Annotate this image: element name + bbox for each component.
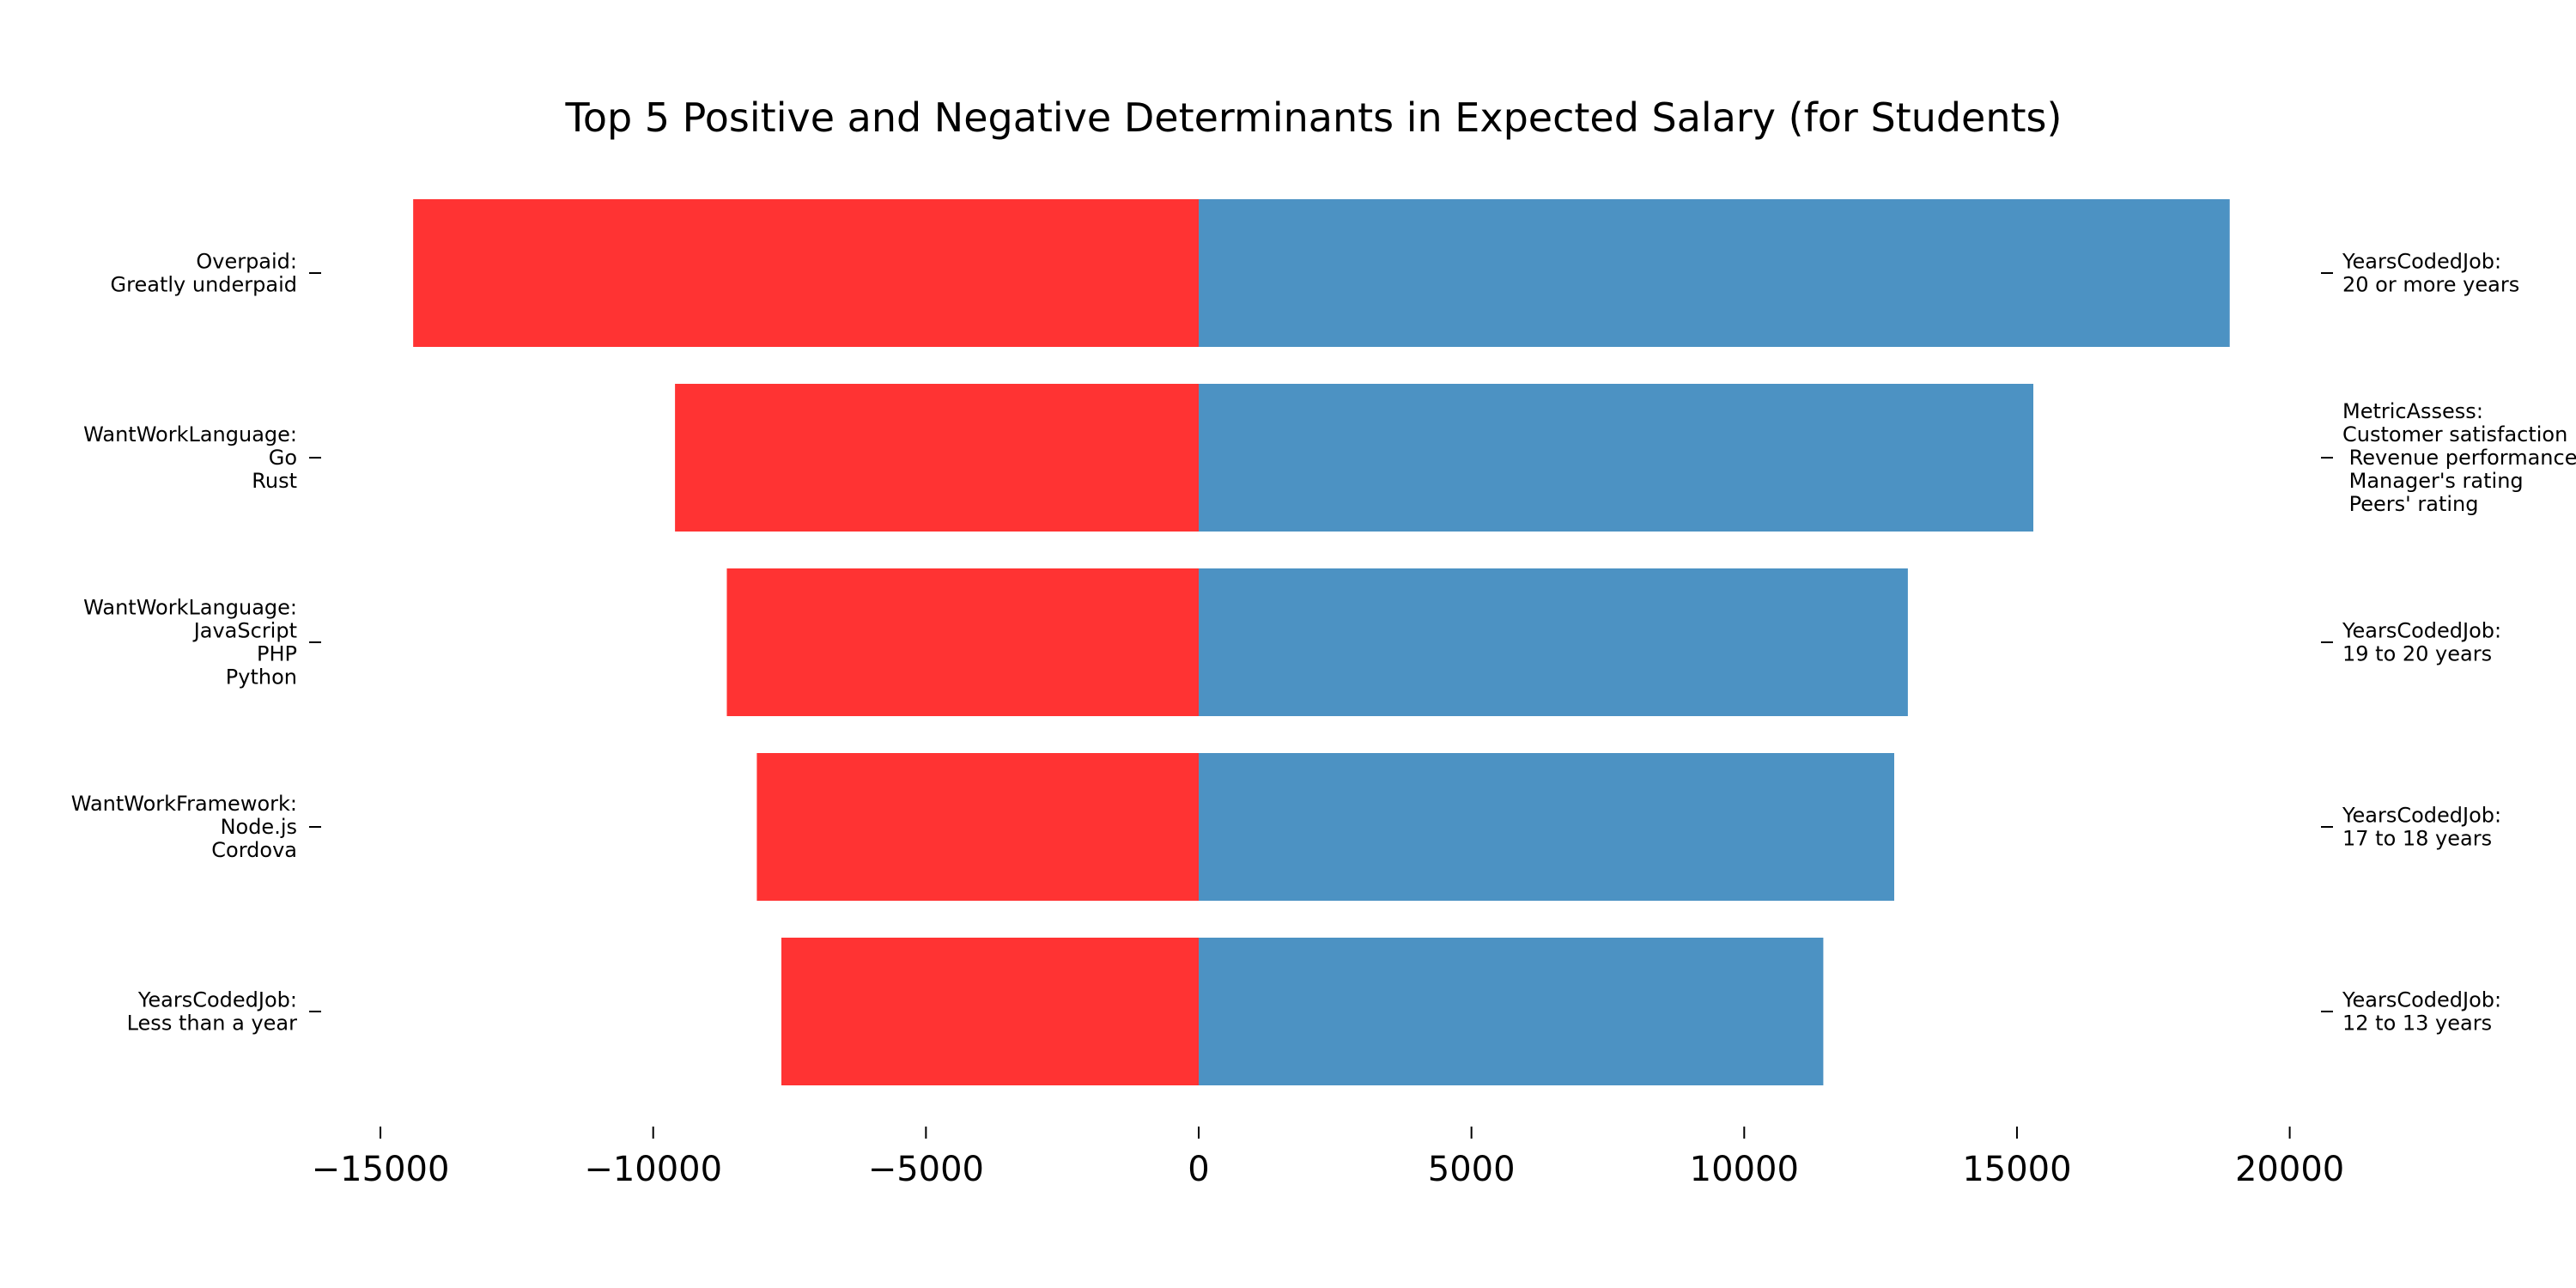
negative-bar — [675, 384, 1199, 532]
negative-bar — [726, 568, 1199, 716]
negative-bar — [756, 753, 1199, 901]
negative-category-label: Overpaid: Greatly underpaid — [111, 250, 297, 297]
negative-category-label: WantWorkFramework: Node.js Cordova — [71, 792, 297, 862]
right-category-labels: YearsCodedJob: 20 or more years MetricAsse… — [2321, 250, 2576, 1036]
x-tick-label: 20000 — [2235, 1150, 2344, 1189]
bars-group — [413, 199, 2230, 1085]
positive-category-label: YearsCodedJob: 17 to 18 years — [2342, 804, 2501, 851]
positive-bar — [1199, 199, 2230, 347]
negative-bar — [781, 938, 1199, 1085]
positive-category-label: YearsCodedJob: 19 to 20 years — [2342, 619, 2501, 666]
x-tick-label: −10000 — [584, 1150, 722, 1189]
x-tick-label: 10000 — [1690, 1150, 1799, 1189]
negative-category-label: YearsCodedJob: Less than a year — [127, 988, 298, 1036]
negative-category-label: WantWorkLanguage: JavaScript PHP Python — [83, 596, 297, 690]
x-tick-label: 5000 — [1428, 1150, 1516, 1189]
x-tick-label: −15000 — [312, 1150, 450, 1189]
chart-title: Top 5 Positive and Negative Determinants… — [565, 94, 2063, 141]
negative-bar — [413, 199, 1200, 347]
left-category-labels: Overpaid: Greatly underpaid WantWorkLangua… — [71, 250, 321, 1036]
x-axis: −15000 −10000 −5000 0 5000 10000 15000 20000 — [312, 1127, 2344, 1189]
positive-category-label: YearsCodedJob: 12 to 13 years — [2342, 988, 2501, 1036]
x-tick-label: −5000 — [868, 1150, 984, 1189]
negative-category-label: WantWorkLanguage: Go Rust — [83, 422, 297, 493]
positive-bar — [1199, 384, 2034, 532]
positive-category-label: YearsCodedJob: 20 or more years — [2342, 250, 2519, 297]
positive-bar — [1199, 753, 1895, 901]
positive-bar — [1199, 938, 1824, 1085]
x-tick-label: 15000 — [1962, 1150, 2071, 1189]
positive-bar — [1199, 568, 1908, 716]
positive-category-label: MetricAssess: Customer satisfaction Reven… — [2342, 399, 2576, 516]
x-tick-label: 0 — [1188, 1150, 1209, 1189]
